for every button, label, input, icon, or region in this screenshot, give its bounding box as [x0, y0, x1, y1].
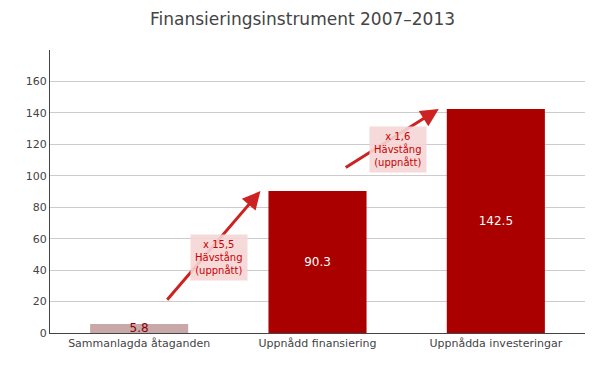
svg-text:5.8: 5.8	[130, 321, 149, 335]
svg-text:Uppnådda investeringar: Uppnådda investeringar	[429, 337, 562, 350]
svg-text:100: 100	[26, 170, 47, 183]
svg-text:90.3: 90.3	[304, 255, 331, 269]
svg-text:x 1,6Hävstång(uppnått): x 1,6Hävstång(uppnått)	[374, 131, 422, 168]
svg-text:142.5: 142.5	[479, 214, 513, 228]
svg-text:Sammanlagda åtaganden: Sammanlagda åtaganden	[68, 337, 210, 350]
svg-text:Uppnådd finansiering: Uppnådd finansiering	[259, 337, 377, 350]
svg-text:160: 160	[26, 75, 47, 88]
svg-text:Finansieringsinstrument 2007–2: Finansieringsinstrument 2007–2013	[150, 9, 455, 29]
svg-text:60: 60	[33, 233, 47, 246]
svg-text:0: 0	[40, 327, 47, 340]
svg-text:20: 20	[33, 295, 47, 308]
svg-text:40: 40	[33, 264, 47, 277]
svg-text:x 15,5Hävstång(uppnått): x 15,5Hävstång(uppnått)	[195, 239, 243, 276]
svg-text:140: 140	[26, 107, 47, 120]
svg-text:120: 120	[26, 138, 47, 151]
svg-text:80: 80	[33, 201, 47, 214]
